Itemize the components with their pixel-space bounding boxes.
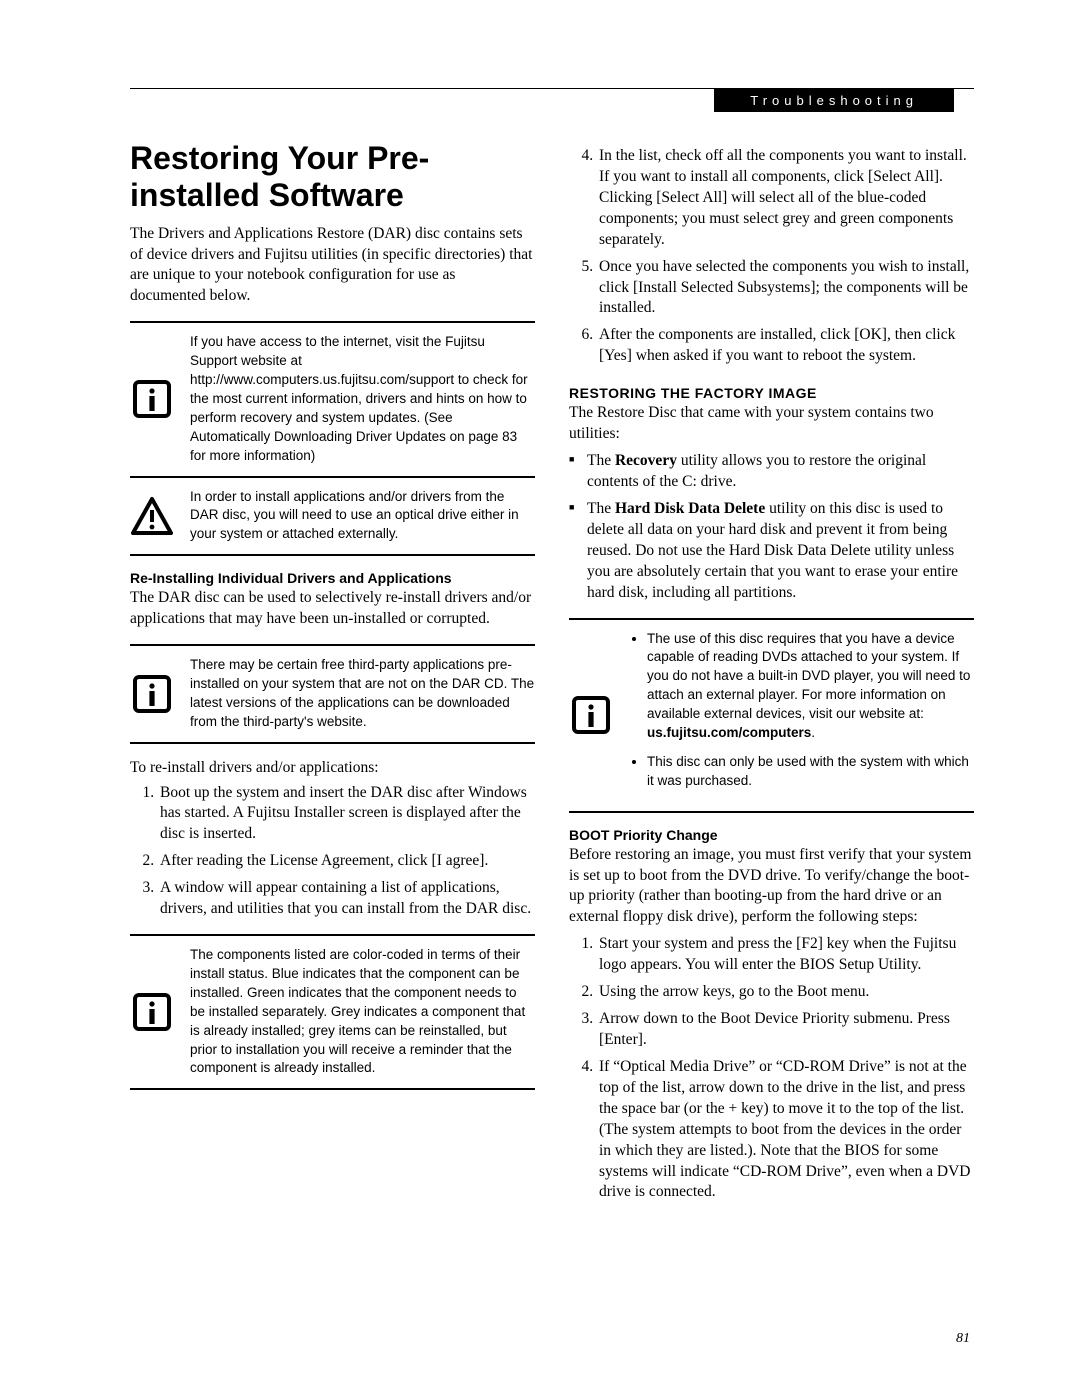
- info-icon: [569, 693, 613, 737]
- note5-bullet1: The use of this disc requires that you h…: [647, 630, 974, 743]
- warning-note-optical: In order to install applications and/or …: [130, 478, 535, 557]
- factory-intro: The Restore Disc that came with your sys…: [569, 403, 974, 445]
- bullet-recovery: The Recovery utility allows you to resto…: [569, 451, 974, 493]
- step-item: Arrow down to the Boot Device Priority s…: [597, 1009, 974, 1051]
- step-item: A window will appear containing a list o…: [158, 878, 535, 920]
- reinstall-lead: To re-install drivers and/or application…: [130, 758, 535, 779]
- subheading-reinstall: Re-Installing Individual Drivers and App…: [130, 570, 535, 586]
- note5-b1-post: .: [811, 725, 815, 740]
- step-item: Start your system and press the [F2] key…: [597, 934, 974, 976]
- recovery-strong: Recovery: [615, 452, 677, 469]
- step-item: Boot up the system and insert the DAR di…: [158, 783, 535, 846]
- info-note-text: If you have access to the internet, visi…: [190, 333, 535, 465]
- boot-intro: Before restoring an image, you must firs…: [569, 845, 974, 929]
- step-item: In the list, check off all the component…: [597, 146, 974, 251]
- reinstall-steps-a: Boot up the system and insert the DAR di…: [130, 783, 535, 921]
- step-item: Using the arrow keys, go to the Boot men…: [597, 982, 974, 1003]
- bullet-hdd-delete: The Hard Disk Data Delete utility on thi…: [569, 499, 974, 604]
- info-note-colorcode: The components listed are color-coded in…: [130, 934, 535, 1090]
- info-note-disc: The use of this disc requires that you h…: [569, 618, 974, 813]
- step-item: After reading the License Agreement, cli…: [158, 851, 535, 872]
- note5-b1-pre: The use of this disc requires that you h…: [647, 631, 970, 722]
- subheading-factory: RESTORING THE FACTORY IMAGE: [569, 385, 974, 401]
- factory-bullets: The Recovery utility allows you to resto…: [569, 451, 974, 603]
- step-item: Once you have selected the components yo…: [597, 257, 974, 320]
- info-note-internet: If you have access to the internet, visi…: [130, 321, 535, 477]
- info-icon: [130, 990, 174, 1034]
- section-tab: Troubleshooting: [714, 89, 954, 112]
- warning-icon: [130, 494, 174, 538]
- hdd-strong: Hard Disk Data Delete: [615, 500, 765, 517]
- page-number: 81: [956, 1331, 970, 1347]
- right-column: In the list, check off all the component…: [569, 140, 974, 1217]
- step-item: If “Optical Media Drive” or “CD-ROM Driv…: [597, 1057, 974, 1203]
- subheading-boot: BOOT Priority Change: [569, 827, 974, 843]
- page: Troubleshooting Restoring Your Pre-insta…: [0, 0, 1080, 1397]
- info-note-thirdparty: There may be certain free third-party ap…: [130, 644, 535, 744]
- note1-pre: If you have access to the internet, visi…: [190, 334, 528, 425]
- info-icon: [130, 377, 174, 421]
- reinstall-steps-b: In the list, check off all the component…: [569, 146, 974, 367]
- intro-paragraph: The Drivers and Applications Restore (DA…: [130, 224, 535, 308]
- info-icon: [130, 672, 174, 716]
- note2-text: In order to install applications and/or …: [190, 488, 535, 545]
- note3-text: There may be certain free third-party ap…: [190, 656, 535, 732]
- step-item: After the components are installed, clic…: [597, 325, 974, 367]
- note5-text: The use of this disc requires that you h…: [629, 630, 974, 801]
- left-column: Restoring Your Pre-installed Software Th…: [130, 140, 535, 1217]
- reinstall-intro: The DAR disc can be used to selectively …: [130, 588, 535, 630]
- note5-bullet2: This disc can only be used with the syst…: [647, 753, 974, 791]
- header-row: Troubleshooting: [130, 89, 974, 112]
- content-columns: Restoring Your Pre-installed Software Th…: [130, 140, 974, 1217]
- note5-b1-strong: us.fujitsu.com/computers: [647, 725, 811, 740]
- boot-steps: Start your system and press the [F2] key…: [569, 934, 974, 1203]
- note4-text: The components listed are color-coded in…: [190, 946, 535, 1078]
- page-title: Restoring Your Pre-installed Software: [130, 140, 535, 214]
